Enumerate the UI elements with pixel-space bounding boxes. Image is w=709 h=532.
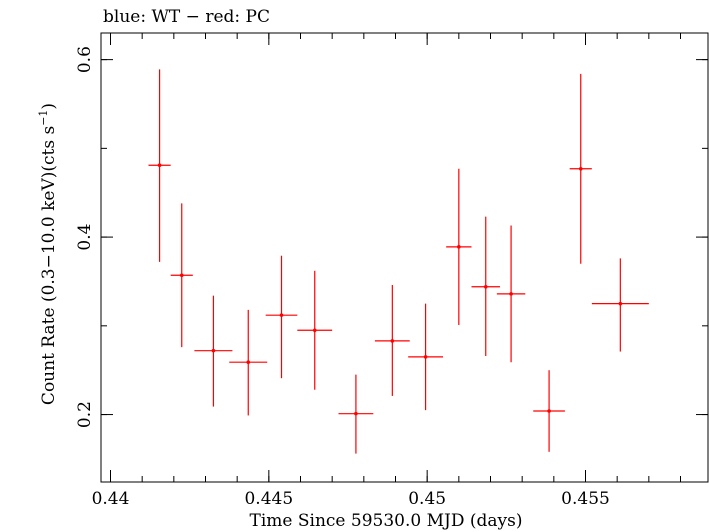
y-axis-title-main: Count Rate (0.3−10.0 keV)(cts s (39, 126, 59, 405)
data-point (194, 295, 233, 407)
data-point (408, 303, 443, 411)
plot-frame (100, 32, 709, 483)
x-axis-title: Time Since 59530.0 MJD (days) (250, 511, 523, 531)
x-tick-label: 0.445 (244, 489, 293, 509)
data-marker (246, 360, 251, 365)
y-tick-label: 0.4 (75, 224, 95, 251)
data-marker (423, 355, 428, 359)
data-marker (179, 273, 184, 278)
plot-border (100, 32, 709, 483)
data-marker (390, 339, 395, 343)
data-marker (483, 284, 488, 289)
data-point (591, 258, 649, 352)
data-points (148, 69, 649, 454)
data-marker (312, 328, 317, 333)
data-point (569, 73, 592, 264)
x-tick-label: 0.45 (408, 489, 446, 509)
axis-tick-labels: 0.44 0.445 0.45 0.455 0.2 0.4 0.6 (75, 46, 610, 509)
data-marker (211, 348, 216, 353)
data-marker (578, 166, 583, 171)
data-point (496, 225, 526, 363)
data-marker (509, 292, 513, 296)
data-point (446, 168, 472, 325)
data-point (170, 203, 193, 348)
axis-ticks (101, 33, 708, 482)
y-axis-title-superscript: −1 (37, 110, 50, 126)
data-marker (157, 163, 162, 168)
x-tick-label: 0.455 (561, 489, 610, 509)
data-point (338, 374, 374, 454)
data-marker (547, 409, 551, 413)
data-point (148, 69, 171, 262)
data-point (471, 216, 500, 356)
data-marker (279, 313, 284, 317)
y-tick-label: 0.2 (75, 401, 95, 428)
y-axis-title: Count Rate (0.3−10.0 keV)(cts s−1) (37, 103, 59, 405)
data-point (374, 285, 410, 396)
data-marker (457, 245, 461, 249)
data-marker (354, 411, 358, 416)
x-tick-label: 0.44 (92, 489, 130, 509)
data-marker (618, 301, 623, 306)
y-tick-label: 0.6 (75, 46, 95, 73)
data-point (229, 309, 268, 416)
y-axis-title-close: ) (39, 103, 59, 110)
data-point (265, 255, 298, 379)
chart-title: blue: WT − red: PC (103, 7, 270, 27)
data-point (297, 270, 333, 390)
data-point (533, 370, 565, 452)
